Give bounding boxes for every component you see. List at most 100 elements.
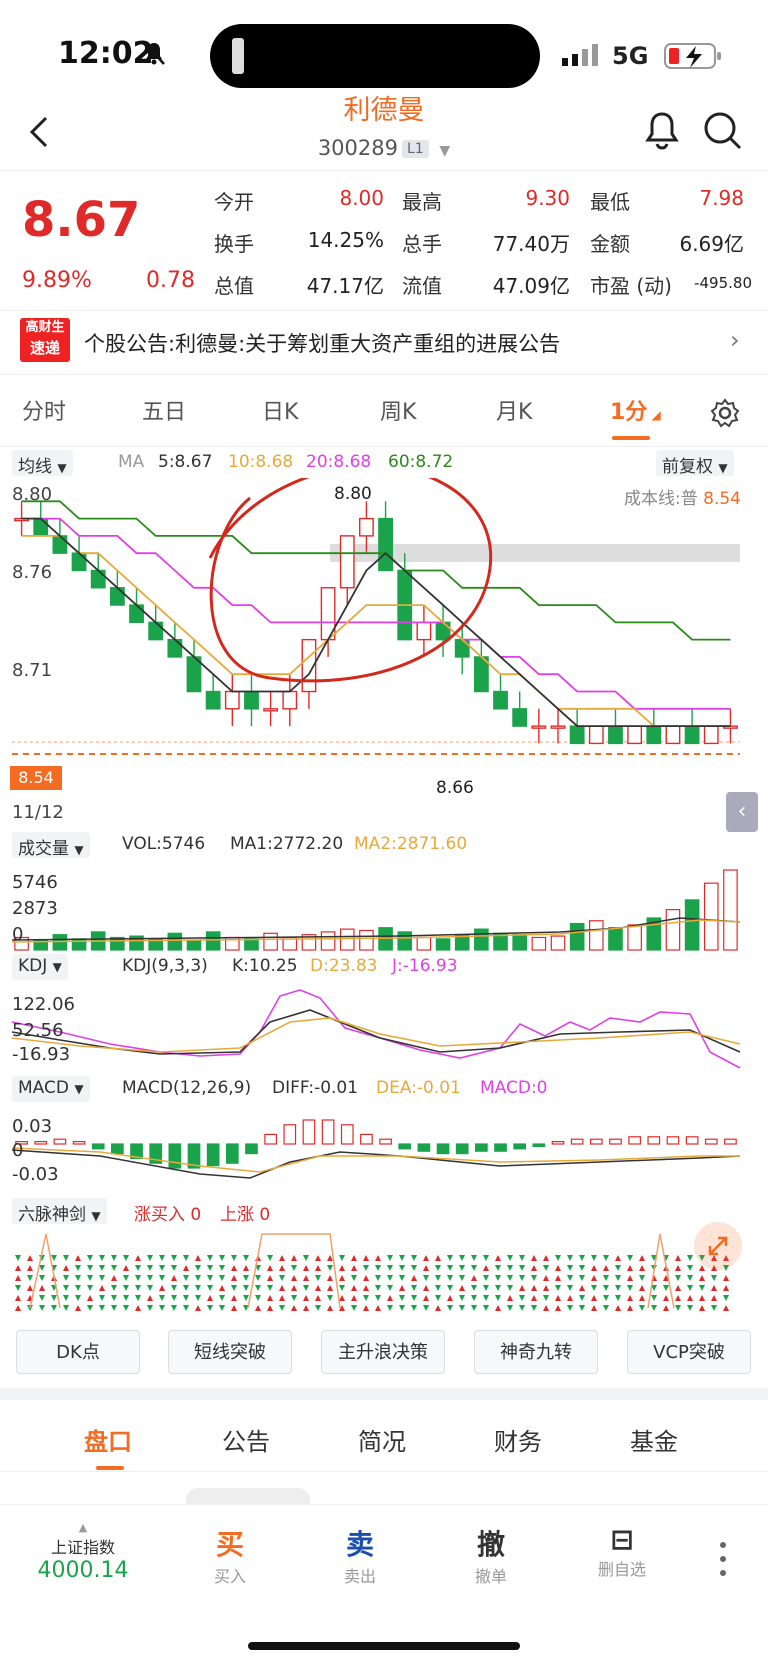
liumai-up-mark bbox=[543, 1305, 549, 1311]
info-tabs: 盘口 公告 简况 财务 基金 bbox=[0, 1400, 768, 1472]
macd-bar bbox=[264, 1133, 277, 1145]
liumai-down-mark bbox=[87, 1255, 93, 1261]
tab-fenshi[interactable]: 分时 bbox=[22, 400, 67, 425]
liumai-up-mark bbox=[351, 1295, 357, 1301]
bell-icon[interactable] bbox=[640, 108, 684, 156]
back-button[interactable] bbox=[18, 110, 62, 158]
tab-wuri[interactable]: 五日 bbox=[142, 400, 187, 425]
macd-selector[interactable]: MACD ▼ bbox=[12, 1076, 90, 1102]
quote-stats[interactable]: 今开 8.00 最高 9.30 最低 7.98 换手 14.25% 总手 77.… bbox=[214, 182, 754, 302]
vol-ma1: MA1:2772.20 bbox=[230, 834, 344, 854]
macd-bar bbox=[609, 1138, 622, 1145]
liumai-down-mark bbox=[435, 1275, 441, 1281]
tab-pankou[interactable]: 盘口 bbox=[84, 1428, 132, 1456]
liumai-down-mark bbox=[207, 1285, 213, 1291]
volume-bar bbox=[550, 935, 566, 951]
volume-bar bbox=[320, 931, 336, 951]
macd-bar bbox=[475, 1143, 488, 1152]
liumai-down-mark bbox=[207, 1255, 213, 1261]
search-icon[interactable] bbox=[700, 108, 744, 156]
liumai-up-mark bbox=[543, 1285, 549, 1291]
adjust-selector[interactable]: 前复权 ▼ bbox=[656, 450, 734, 477]
liumai-down-mark bbox=[459, 1305, 465, 1311]
liumai-up-mark bbox=[543, 1275, 549, 1281]
liumai-down-mark bbox=[123, 1295, 129, 1301]
magic-nine-button[interactable]: 神奇九转 bbox=[474, 1330, 598, 1374]
liumai-down-mark bbox=[687, 1255, 693, 1261]
buy-button[interactable]: 买 买入 bbox=[213, 1528, 246, 1586]
more-icon[interactable] bbox=[716, 1539, 730, 1583]
cellular-signal-icon bbox=[560, 44, 604, 72]
cost-line: 成本线:普 8.54 bbox=[624, 489, 741, 509]
liumai-down-mark bbox=[699, 1285, 705, 1291]
macd-bar bbox=[340, 1124, 354, 1145]
liumai-down-mark bbox=[339, 1285, 345, 1291]
liumai-down-mark bbox=[159, 1305, 165, 1311]
candle-body bbox=[588, 725, 604, 745]
liumai-up-mark bbox=[495, 1305, 501, 1311]
short-breakout-button[interactable]: 短线突破 bbox=[168, 1330, 292, 1374]
candle-body bbox=[608, 725, 623, 745]
bottom-trade-bar: ▲ 上证指数 4000.14 买 买入 卖 卖出 撤 撤单 ⊟ 删自选 bbox=[0, 1504, 768, 1624]
feature-buttons: DK点 短线突破 主升浪决策 神奇九转 VCP突破 bbox=[0, 1330, 768, 1376]
stat-value: 7.98 bbox=[699, 186, 744, 210]
kline-chart[interactable] bbox=[0, 478, 768, 798]
tab-yuek[interactable]: 月K bbox=[496, 400, 533, 425]
stock-name: 利德曼 bbox=[343, 95, 425, 126]
stock-code-row[interactable]: 300289 L1 ▼ bbox=[0, 136, 768, 160]
tab-announcement[interactable]: 公告 bbox=[222, 1428, 270, 1456]
liumai-down-mark bbox=[603, 1295, 609, 1301]
liumai-down-mark bbox=[579, 1305, 585, 1311]
stat-label: 金额 bbox=[590, 232, 630, 256]
ma-selector[interactable]: 均线 ▼ bbox=[12, 450, 73, 477]
main-wave-button[interactable]: 主升浪决策 bbox=[321, 1330, 445, 1374]
liumai-down-mark bbox=[147, 1275, 153, 1281]
macd-bar bbox=[589, 1138, 603, 1145]
liumai-down-mark bbox=[399, 1305, 405, 1311]
tab-zhouk[interactable]: 周K bbox=[380, 400, 417, 425]
liumai-down-mark bbox=[543, 1265, 549, 1271]
liumai-up-mark bbox=[183, 1265, 189, 1271]
collapse-panel-button[interactable]: ‹ bbox=[726, 792, 758, 832]
liumai-down-mark bbox=[471, 1255, 477, 1261]
kdj-j: J:-16.93 bbox=[392, 956, 458, 976]
liumai-down-mark bbox=[603, 1305, 609, 1311]
liumai-up-mark bbox=[411, 1275, 417, 1281]
liumai-down-mark bbox=[327, 1265, 333, 1271]
tab-fund[interactable]: 基金 bbox=[630, 1428, 678, 1456]
liumai-down-mark bbox=[579, 1265, 585, 1271]
dynamic-island bbox=[210, 24, 540, 88]
ma60-value: 60:8.72 bbox=[388, 452, 454, 472]
liumai-down-mark bbox=[231, 1285, 237, 1291]
liumai-down-mark bbox=[687, 1285, 693, 1291]
dk-point-button[interactable]: DK点 bbox=[16, 1330, 140, 1374]
liumai-down-mark bbox=[507, 1265, 513, 1271]
liumai-selector[interactable]: 六脉神剑 ▼ bbox=[12, 1198, 107, 1225]
liumai-down-mark bbox=[267, 1285, 273, 1291]
tab-rik[interactable]: 日K bbox=[262, 400, 299, 425]
liumai-up-mark bbox=[327, 1285, 333, 1291]
tab-finance[interactable]: 财务 bbox=[494, 1428, 542, 1456]
stat-value: 8.00 bbox=[339, 186, 384, 210]
volume-selector[interactable]: 成交量 ▼ bbox=[12, 832, 90, 859]
stat-value: 77.40万 bbox=[492, 232, 570, 256]
sell-button[interactable]: 卖 卖出 bbox=[343, 1528, 376, 1586]
tab-profile[interactable]: 简况 bbox=[358, 1428, 406, 1456]
chevron-down-icon: ▼ bbox=[439, 143, 451, 159]
kdj-selector[interactable]: KDJ ▼ bbox=[12, 954, 68, 980]
liumai-down-mark bbox=[663, 1285, 669, 1291]
stat-value: 14.25% bbox=[307, 228, 384, 252]
gear-icon[interactable] bbox=[710, 398, 740, 432]
news-banner[interactable]: 高财生 速递 个股公告:利德曼:关于筹划重大资产重组的进展公告 › bbox=[0, 312, 768, 376]
tab-1min[interactable]: 1分 ◢ bbox=[610, 400, 661, 425]
remove-watchlist-button[interactable]: ⊟ 删自选 bbox=[597, 1523, 646, 1579]
expand-icon[interactable] bbox=[694, 1222, 742, 1270]
vcp-breakout-button[interactable]: VCP突破 bbox=[627, 1330, 751, 1374]
index-ticker[interactable]: ▲ 上证指数 4000.14 bbox=[20, 1521, 146, 1583]
liumai-up-mark bbox=[339, 1305, 345, 1311]
liumai-down-mark bbox=[615, 1265, 621, 1271]
liumai-up-mark bbox=[579, 1285, 585, 1291]
liumai-up-mark bbox=[675, 1255, 681, 1261]
liumai-down-mark bbox=[651, 1255, 657, 1261]
cancel-order-button[interactable]: 撤 撤单 bbox=[474, 1528, 507, 1586]
